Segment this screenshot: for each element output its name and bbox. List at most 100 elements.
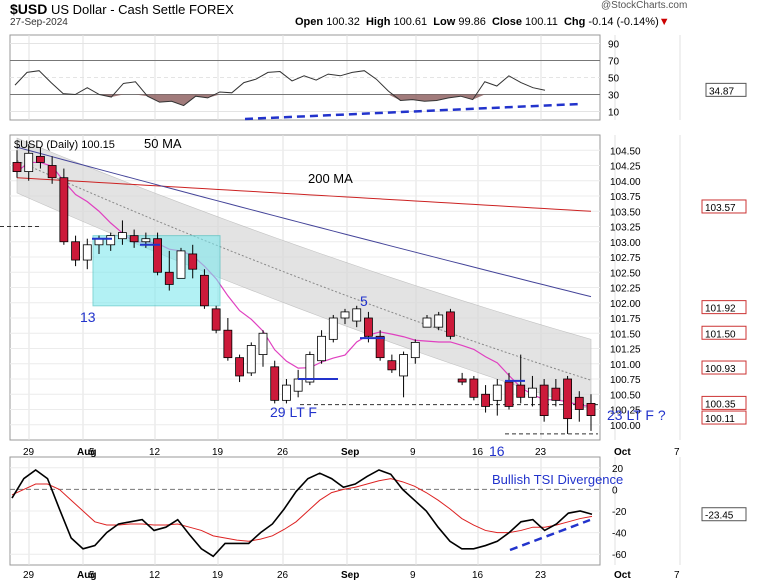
price-tick-label: 102.50 <box>610 268 641 279</box>
candle <box>118 232 127 240</box>
candle <box>410 341 420 359</box>
candle <box>492 384 502 401</box>
candle <box>106 235 116 246</box>
candle <box>375 335 385 359</box>
ma50b-line <box>16 146 592 298</box>
price-tick-label: 104.00 <box>610 177 641 188</box>
price-badge-label: 100.11 <box>705 414 735 425</box>
candle <box>387 360 397 371</box>
price-tick-label: 104.50 <box>610 146 641 157</box>
candle <box>352 308 362 322</box>
candle <box>153 238 162 273</box>
candle <box>293 378 303 392</box>
price-badge-label: 100.35 <box>705 399 736 410</box>
candle <box>223 329 233 359</box>
candle <box>586 402 596 416</box>
candle <box>434 314 444 328</box>
x-tick-label-bottom: 23 <box>535 570 547 580</box>
price-tick-label: 101.75 <box>610 314 641 325</box>
candle <box>399 354 408 377</box>
price-tick-label: 103.50 <box>610 207 641 218</box>
tsi-signal-line <box>11 478 593 542</box>
tsi-tick-label: 0 <box>612 485 618 496</box>
price-tick-label: 103.75 <box>610 192 641 203</box>
price-badge <box>701 395 747 410</box>
annotation-5: 5 <box>360 293 368 309</box>
candle <box>164 271 174 285</box>
x-tick-label: 9 <box>410 447 416 458</box>
x-tick-label-bottom: Oct <box>614 570 631 580</box>
x-tick-label: Sep <box>341 447 359 458</box>
down-arrow-icon: ▼ <box>658 16 670 28</box>
candle <box>516 384 526 398</box>
x-tick-label: 12 <box>149 447 161 458</box>
price-badge-label: 103.57 <box>705 203 736 214</box>
price-badge <box>701 300 747 315</box>
candle <box>47 165 57 179</box>
ma200-line <box>16 177 592 212</box>
x-tick-label: 5 <box>89 447 95 458</box>
candle <box>317 335 326 362</box>
price-badge-label: 101.50 <box>705 329 736 340</box>
annotation-23-lt-f: 23 LT F ? <box>607 407 666 423</box>
price-badge <box>701 410 747 425</box>
rsi-oversold-fill <box>15 94 545 106</box>
candle <box>59 177 69 243</box>
x-tick-label-bottom: 26 <box>277 570 289 580</box>
rsi-tick-label: 30 <box>608 91 620 102</box>
candle <box>422 317 432 328</box>
tsi-tick-label: -40 <box>612 529 627 540</box>
candle <box>24 152 34 173</box>
price-tick-label: 102.75 <box>610 253 641 264</box>
ohlc-readout: Open 100.32 High 100.61 Low 99.86 Close … <box>295 16 670 28</box>
tsi-tick-label: -60 <box>612 550 627 561</box>
chg-label: Chg <box>563 16 586 28</box>
candle <box>305 354 315 383</box>
price-badge <box>701 325 747 340</box>
price-tick-label: 102.25 <box>610 284 641 295</box>
high-label: High <box>365 16 391 28</box>
low-value: 99.86 <box>458 16 486 28</box>
candle <box>188 253 198 270</box>
symbol: $USD <box>10 1 48 17</box>
rsi-current-badge <box>705 82 747 97</box>
open-label: Open <box>295 16 324 28</box>
candle <box>141 238 151 243</box>
annotation-29-lt-f: 29 LT F <box>270 404 317 420</box>
candle <box>528 387 537 398</box>
x-tick-label: 7 <box>674 447 680 458</box>
rsi-tick-label: 90 <box>608 40 620 51</box>
candle <box>36 155 45 163</box>
candle <box>446 311 455 337</box>
rsi-tick-label: 50 <box>608 74 620 85</box>
tsi-line <box>11 468 593 558</box>
candle <box>469 378 479 398</box>
x-tick-label-bottom: Aug <box>77 570 96 580</box>
watermark: @StockCharts.com <box>601 0 688 11</box>
candle <box>129 235 139 243</box>
candle <box>71 241 80 261</box>
candle <box>200 274 209 307</box>
price-tick-label: 100.00 <box>610 421 641 432</box>
chart-header: $USD US Dollar - Cash Settle FOREX 27-Se… <box>0 0 760 34</box>
annotation-13: 13 <box>80 309 96 325</box>
rsi-current-label: 34.87 <box>709 86 734 97</box>
x-tick-label: 26 <box>277 447 289 458</box>
price-badge-label: 101.92 <box>705 304 736 315</box>
chart-title: $USD US Dollar - Cash Settle FOREX <box>10 1 234 17</box>
candle <box>328 317 338 340</box>
price-tick-label: 101.50 <box>610 329 641 340</box>
candle <box>481 393 490 407</box>
close-value: 100.11 <box>525 16 558 28</box>
price-chart-title: $USD (Daily) 100.15 <box>14 139 115 151</box>
x-tick-label: Oct <box>614 447 631 458</box>
ma50-label: 50 MA <box>144 136 182 151</box>
low-label: Low <box>433 16 456 28</box>
candle <box>340 311 350 319</box>
price-tick-label: 104.25 <box>610 162 641 173</box>
chg-value: -0.14 (-0.14%) <box>588 16 659 28</box>
price-tick-label: 102.00 <box>610 299 641 310</box>
open-value: 100.32 <box>326 16 360 28</box>
rsi-tick-label: 10 <box>608 108 620 119</box>
rsi-line <box>14 70 546 107</box>
